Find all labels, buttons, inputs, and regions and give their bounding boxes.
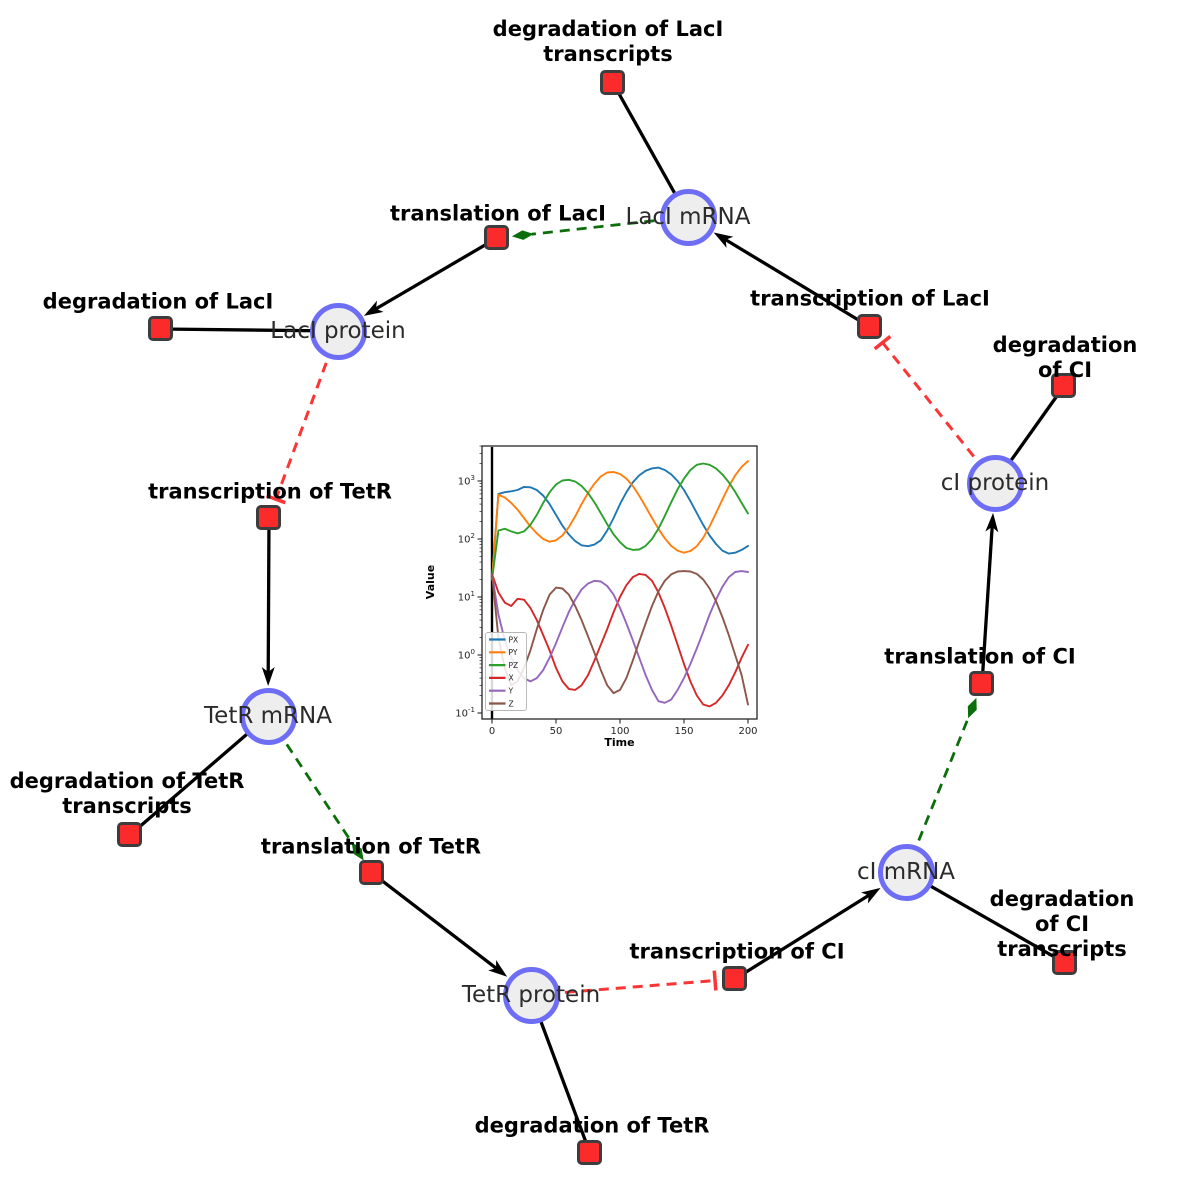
reaction-node-transcr-ci[interactable] [722,966,747,991]
edge-tetr-mrna-deg-tetr-tr [128,714,270,837]
reaction-node-deg-laci[interactable] [148,316,173,341]
edge-transcr-tetr-tetr-mrna [261,517,275,687]
edge-laci-protein-transcr-tetr [265,330,340,505]
reaction-node-transl-ci[interactable] [969,671,994,696]
y-tick-label: 101 [458,590,475,604]
inset-chart: 0 50 100 150 20010-1100101102103TimeValuePXP… [424,445,758,749]
species-node-laci-mrna[interactable] [659,188,717,246]
legend-entry-X: X [489,674,514,683]
x-tick-label: 200 [738,726,757,737]
species-node-tetr-protein[interactable] [502,966,560,1024]
species-node-tetr-mrna[interactable] [239,687,297,745]
x-tick-label: 100 [610,726,629,737]
y-tick-label: 103 [458,474,475,488]
y-tick-label: 100 [458,648,475,662]
edge-transl-laci-laci-protein [363,236,498,316]
chart-legend: PX PY PZ XYZ [485,632,527,711]
legend-label-X: X [509,674,514,683]
species-node-ci-mrna[interactable] [877,843,935,901]
edge-laci-protein-deg-laci [160,327,339,333]
reaction-node-deg-laci-tr[interactable] [600,70,625,95]
legend-entry-PX: PX [489,635,518,644]
edge-transl-ci-ci-protein [980,512,999,685]
legend-label-PZ: PZ [509,661,519,670]
edge-transl-tetr-tetr-protein [370,871,508,977]
series-curve-PX [491,466,749,581]
series-curve-Y [491,570,749,704]
legend-entry-PY: PY [489,648,518,657]
reaction-node-deg-ci[interactable] [1051,373,1076,398]
reaction-node-deg-tetr[interactable] [577,1140,602,1165]
x-tick-label: 50 [550,726,563,737]
legend-label-Y: Y [508,687,514,696]
species-node-laci-protein[interactable] [309,302,367,360]
y-tick-label: 102 [458,532,475,546]
legend-label-PY: PY [509,648,518,657]
x-tick-label: 0 [489,726,495,737]
edge-transcr-laci-laci-mrna [713,232,871,329]
x-tick-label: 150 [674,726,693,737]
x-axis-label: Time [604,736,634,749]
species-node-ci-protein[interactable] [966,454,1024,512]
legend-entry-Z: Z [489,699,514,708]
reaction-node-deg-tetr-tr[interactable] [117,822,142,847]
edge-tetr-protein-transcr-ci [530,970,718,997]
legend-entry-Y: Y [489,687,514,696]
series-curve-X [491,572,749,708]
reaction-node-transl-tetr[interactable] [359,860,384,885]
legend-entry-PZ: PZ [489,661,518,670]
series-curve-PZ [491,462,749,581]
legend-label-PX: PX [509,635,519,644]
edge-ci-protein-transcr-laci [873,334,997,484]
series-curve-Z [491,570,749,706]
reaction-node-deg-ci-tr[interactable] [1052,950,1077,975]
edge-ci-mrna-deg-ci-tr [905,870,1066,965]
y-tick-label: 10-1 [455,706,475,720]
series-curve-PY [491,460,749,581]
legend-label-Z: Z [509,699,514,708]
reaction-node-transcr-laci[interactable] [857,314,882,339]
reaction-node-transcr-tetr[interactable] [256,505,281,530]
y-axis-label: Value [424,565,437,599]
edge-transcr-ci-ci-mrna [734,887,881,981]
reaction-node-transl-laci[interactable] [484,225,509,250]
edge-ci-mrna-transl-ci [904,697,977,873]
